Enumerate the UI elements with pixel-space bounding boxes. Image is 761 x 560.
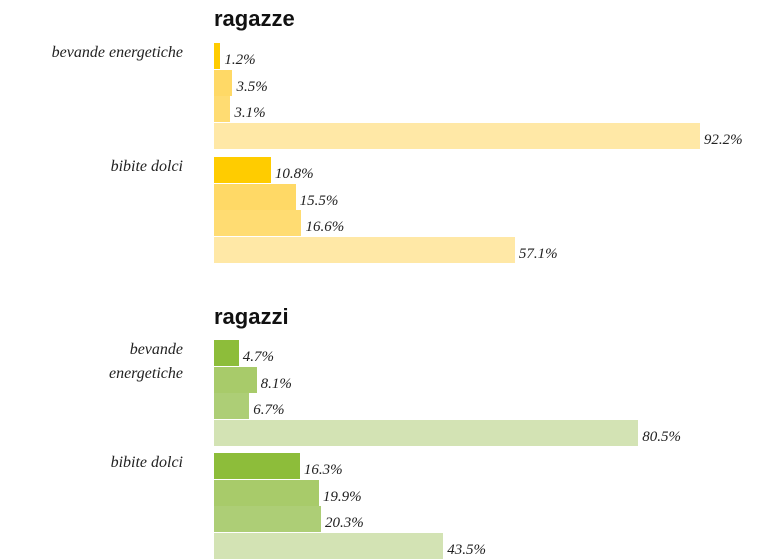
value-label: 10.8% bbox=[274, 166, 314, 182]
category-label: bibite dolci bbox=[110, 454, 183, 471]
value-label: 20.3% bbox=[324, 515, 364, 531]
bar bbox=[214, 340, 239, 366]
bar bbox=[214, 43, 221, 69]
bar bbox=[214, 393, 250, 419]
value-label: 57.1% bbox=[518, 245, 558, 262]
value-label: 3.1% bbox=[234, 105, 266, 121]
bar bbox=[214, 236, 515, 263]
bar bbox=[214, 157, 271, 183]
category-label: bibite dolci bbox=[110, 158, 183, 175]
value-label: 4.7% bbox=[242, 349, 275, 365]
bar bbox=[214, 183, 296, 210]
value-label: 15.5% bbox=[299, 192, 339, 209]
value-label: 8.1% bbox=[260, 375, 292, 392]
value-label: 80.5% bbox=[642, 428, 681, 445]
bar bbox=[214, 479, 319, 506]
bar bbox=[214, 419, 639, 446]
value-label: 16.6% bbox=[305, 219, 345, 235]
bar bbox=[214, 506, 321, 532]
bar bbox=[214, 366, 257, 393]
value-label: 3.5% bbox=[236, 78, 268, 95]
panel-title: ragazze bbox=[214, 6, 295, 31]
category-label: bevande energetiche bbox=[108, 341, 183, 382]
bar bbox=[214, 122, 700, 149]
value-label: 6.7% bbox=[253, 402, 285, 418]
value-label: 16.3% bbox=[303, 462, 343, 478]
bar bbox=[214, 210, 302, 236]
bar bbox=[214, 532, 444, 559]
value-label: 92.2% bbox=[703, 131, 743, 148]
bar bbox=[214, 96, 231, 122]
category-label: bevande energetiche bbox=[51, 44, 183, 61]
bar bbox=[214, 69, 233, 96]
panel-title: ragazzi bbox=[214, 304, 289, 329]
value-label: 43.5% bbox=[447, 541, 486, 558]
bar bbox=[214, 453, 300, 479]
value-label: 19.9% bbox=[322, 488, 362, 505]
value-label: 1.2% bbox=[224, 52, 256, 68]
